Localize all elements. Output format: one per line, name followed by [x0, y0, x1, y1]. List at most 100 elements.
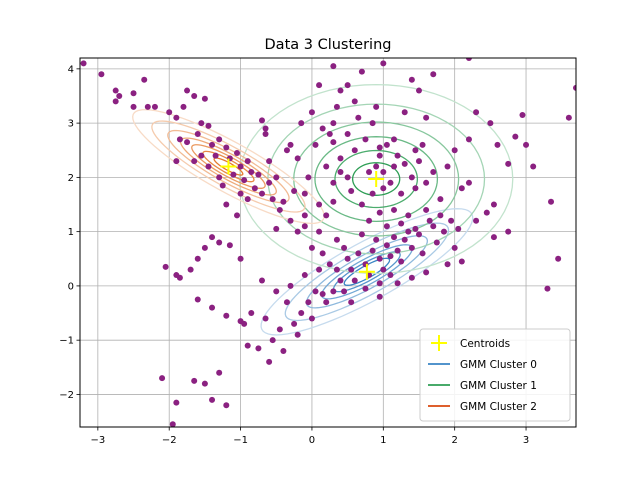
data-point — [412, 185, 419, 192]
data-point — [273, 288, 280, 295]
data-point — [326, 261, 333, 268]
data-point — [194, 255, 201, 262]
x-tick-label: 2 — [451, 435, 457, 446]
data-point — [423, 114, 430, 121]
data-point — [234, 212, 241, 219]
data-point — [423, 206, 430, 213]
data-point — [376, 293, 383, 300]
data-point — [173, 399, 180, 406]
legend-label: GMM Cluster 2 — [460, 401, 537, 413]
legend-entry: Centroids — [431, 335, 510, 351]
data-point — [262, 125, 269, 132]
data-point — [159, 375, 166, 382]
data-point — [201, 244, 208, 251]
axis-ticks: −3 −2 −1 0 1 2 3 −2 −1 0 1 2 3 4 — [59, 64, 529, 446]
y-tick-label: 2 — [68, 173, 74, 184]
data-point — [494, 141, 501, 148]
data-point — [380, 168, 387, 175]
data-point — [383, 223, 390, 230]
data-point — [319, 125, 326, 132]
data-point — [316, 228, 323, 235]
legend-entry: GMM Cluster 0 — [428, 359, 537, 371]
data-point — [234, 149, 241, 156]
data-point — [209, 141, 216, 148]
data-point — [201, 95, 208, 102]
data-point — [194, 130, 201, 137]
data-point — [205, 122, 212, 129]
data-point — [415, 158, 422, 165]
data-point — [355, 250, 362, 257]
data-point — [415, 87, 422, 94]
data-point — [258, 277, 265, 284]
data-point — [262, 315, 269, 322]
chart-title: Data 3 Clustering — [265, 37, 392, 53]
data-point — [298, 310, 305, 317]
centroid-markers — [220, 158, 385, 280]
data-point — [419, 141, 426, 148]
data-point — [291, 187, 298, 194]
data-point — [358, 231, 365, 238]
data-point — [248, 310, 255, 317]
data-point — [423, 269, 430, 276]
data-point — [408, 76, 415, 83]
data-point — [423, 179, 430, 186]
x-tick-label: −2 — [162, 435, 177, 446]
data-point — [201, 380, 208, 387]
data-point — [269, 196, 276, 203]
data-point — [198, 152, 205, 159]
data-point — [198, 120, 205, 127]
data-point — [505, 228, 512, 235]
data-point — [237, 255, 244, 262]
data-point — [291, 320, 298, 327]
data-point — [405, 228, 412, 235]
data-point — [312, 141, 319, 148]
data-point — [344, 130, 351, 137]
data-point — [465, 136, 472, 143]
data-point — [490, 234, 497, 241]
data-point — [412, 147, 419, 154]
data-point — [173, 114, 180, 121]
data-point — [451, 244, 458, 251]
grid-lines — [80, 58, 576, 427]
data-point — [112, 87, 119, 94]
data-point — [376, 209, 383, 216]
data-point — [405, 212, 412, 219]
data-point — [308, 244, 315, 251]
gmm-contours — [132, 83, 514, 336]
data-point — [194, 296, 201, 303]
data-point — [351, 98, 358, 105]
data-point — [330, 63, 337, 70]
data-point — [430, 223, 437, 230]
data-point — [505, 160, 512, 167]
data-point — [184, 87, 191, 94]
data-point — [362, 136, 369, 143]
data-point — [287, 141, 294, 148]
data-point — [573, 84, 576, 91]
data-point — [394, 280, 401, 287]
y-tick-label: 4 — [68, 64, 74, 75]
data-point — [248, 168, 255, 175]
data-point — [415, 231, 422, 238]
data-point — [391, 136, 398, 143]
gmm-cluster-0-contour — [320, 244, 413, 300]
data-point — [326, 130, 333, 137]
data-point — [330, 179, 337, 186]
data-point — [473, 109, 480, 116]
data-point — [323, 212, 330, 219]
data-point — [216, 369, 223, 376]
data-point — [383, 141, 390, 148]
data-point — [348, 299, 355, 306]
data-point — [305, 174, 312, 181]
data-point — [216, 136, 223, 143]
data-point — [244, 342, 251, 349]
data-point — [376, 280, 383, 287]
data-point — [223, 201, 230, 208]
data-point — [383, 242, 390, 249]
data-point — [530, 163, 537, 170]
data-point — [333, 103, 340, 110]
data-point — [398, 220, 405, 227]
data-point — [255, 345, 262, 352]
data-point — [273, 225, 280, 232]
data-point — [444, 261, 451, 268]
data-point — [387, 253, 394, 260]
